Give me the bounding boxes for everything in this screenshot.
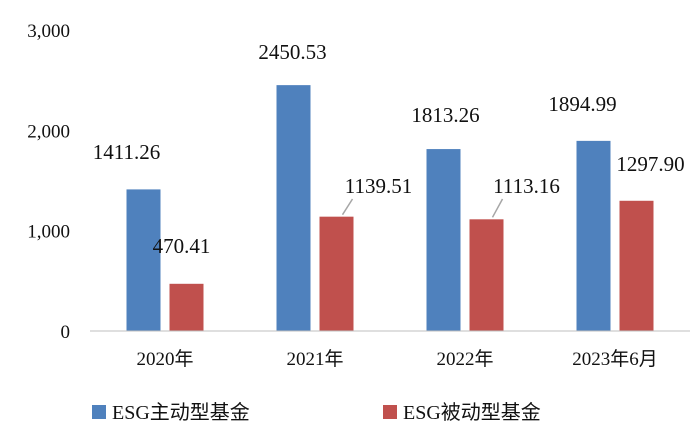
- data-label: 1411.26: [93, 140, 160, 164]
- legend: ESG主动型基金 ESG被动型基金: [92, 401, 541, 424]
- y-tick-label: 0: [61, 322, 71, 343]
- y-tick-label: 3,000: [27, 21, 70, 42]
- x-axis: 2020年 2021年 2022年 2023年6月: [136, 348, 657, 370]
- leader-lines: [341, 198, 504, 218]
- bar: [619, 200, 654, 331]
- x-category-label: 2021年: [286, 348, 343, 370]
- data-label: 1113.16: [493, 174, 560, 198]
- y-tick-label: 1,000: [27, 222, 70, 243]
- leader-line: [491, 198, 504, 218]
- bar: [169, 283, 204, 331]
- bar: [276, 85, 311, 331]
- data-label: 1813.26: [411, 103, 479, 127]
- bar: [426, 149, 461, 331]
- data-label: 1894.99: [548, 92, 616, 116]
- bar: [319, 216, 354, 331]
- data-label: 470.41: [153, 234, 211, 258]
- bar: [126, 189, 161, 331]
- leader-line: [341, 198, 354, 216]
- x-category-label: 2022年: [436, 348, 493, 370]
- data-labels: 1411.26 470.41 2450.53 1139.51 1813.26 1113.1…: [93, 40, 685, 258]
- bars: [126, 85, 654, 331]
- legend-swatch: [92, 405, 106, 419]
- bar: [469, 219, 504, 331]
- data-label: 1297.90: [616, 152, 684, 176]
- x-category-label: 2020年: [136, 348, 193, 370]
- bar: [576, 140, 611, 331]
- y-tick-label: 2,000: [27, 121, 70, 142]
- data-label: 1139.51: [345, 174, 412, 198]
- data-label: 2450.53: [258, 40, 326, 64]
- legend-swatch: [383, 405, 397, 419]
- legend-label: ESG主动型基金: [112, 401, 250, 424]
- legend-label: ESG被动型基金: [403, 401, 541, 424]
- y-axis: 0 1,000 2,000 3,000: [27, 21, 70, 343]
- x-category-label: 2023年6月: [572, 348, 658, 370]
